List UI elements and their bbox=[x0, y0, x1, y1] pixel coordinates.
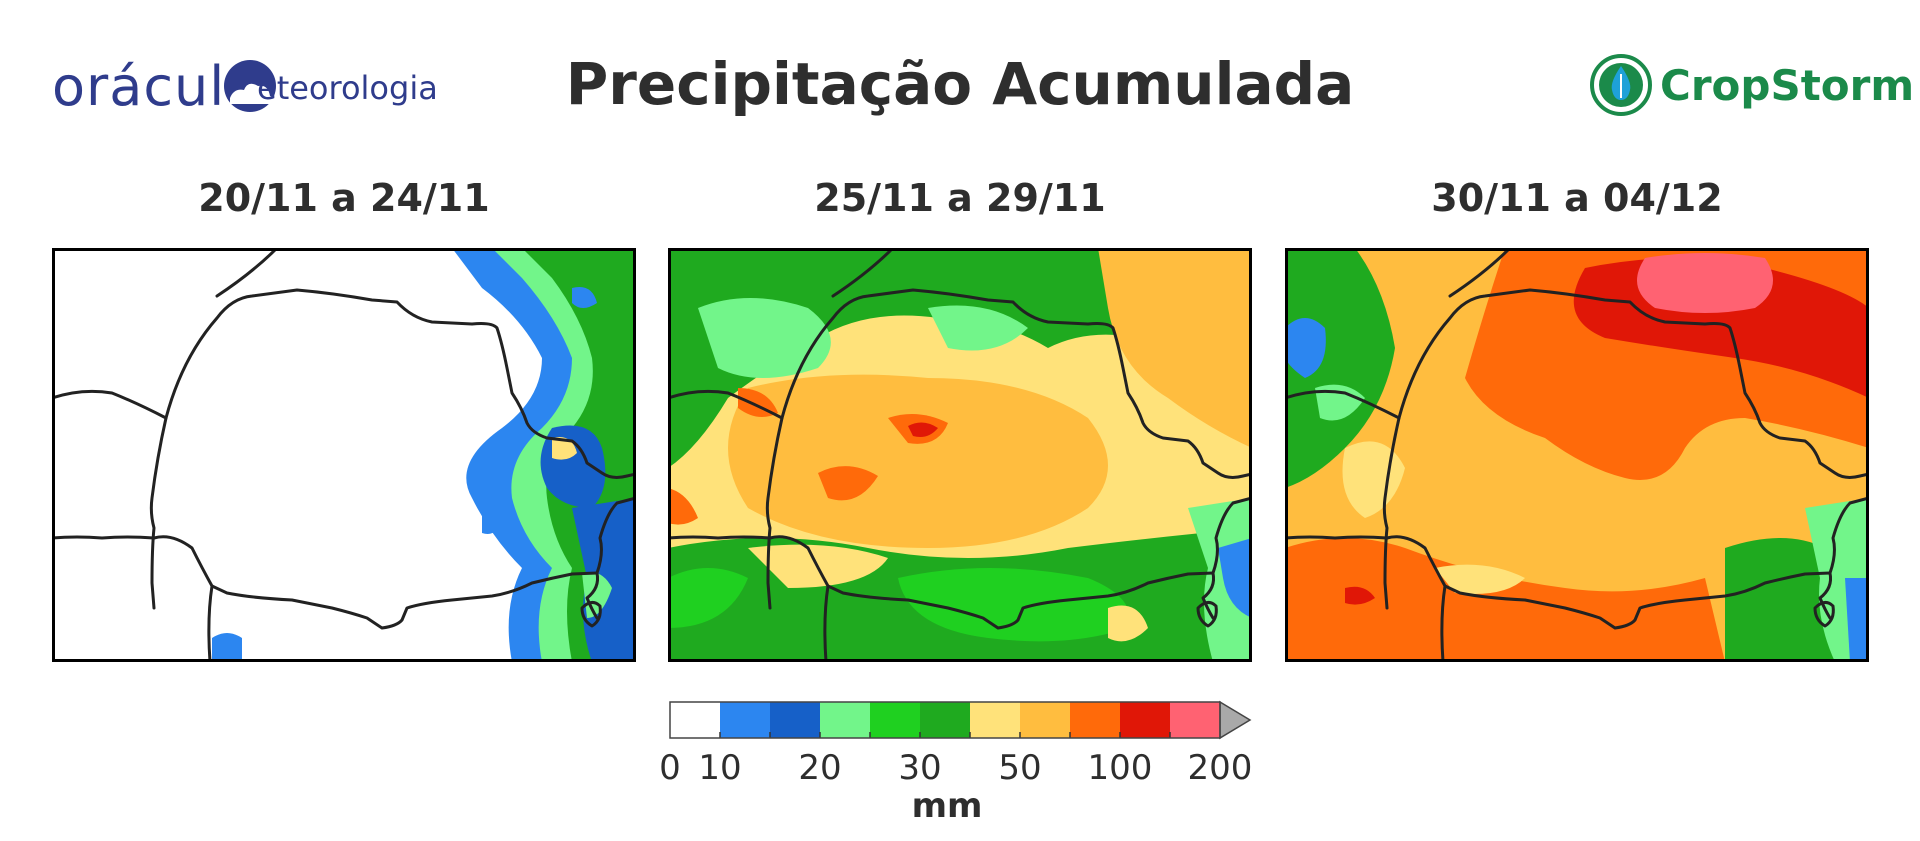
cropstorm-logo: CropStorm bbox=[1588, 52, 1914, 122]
panel-3-title: 30/11 a 04/12 bbox=[1431, 176, 1723, 220]
colorbar-segment bbox=[870, 702, 920, 738]
page-title: Precipitação Acumulada bbox=[565, 50, 1355, 118]
colorbar-scale bbox=[669, 700, 1252, 740]
drop-logo-icon bbox=[1590, 54, 1652, 116]
colorbar-segment bbox=[820, 702, 870, 738]
colorbar-segment bbox=[770, 702, 820, 738]
precip-map-3 bbox=[1285, 248, 1869, 662]
colorbar-segment bbox=[1070, 702, 1120, 738]
colorbar-tick-label: 10 bbox=[698, 748, 742, 788]
colorbar-legend: 0 10 20 30 50 100 200 mm bbox=[659, 698, 1268, 828]
colorbar-tick-label: 20 bbox=[798, 748, 842, 788]
colorbar-segment bbox=[1120, 702, 1170, 738]
colorbar-segment bbox=[970, 702, 1020, 738]
colorbar-segment bbox=[920, 702, 970, 738]
oraculo-logo: orácul eteorologia bbox=[52, 52, 472, 122]
colorbar-tick-label: 0 bbox=[659, 748, 681, 788]
colorbar-segment bbox=[1170, 702, 1220, 738]
colorbar-segment bbox=[1020, 702, 1070, 738]
precip-map-2 bbox=[668, 248, 1252, 662]
logo-meteorologia-text: eteorologia bbox=[257, 69, 438, 107]
colorbar-extend-arrow bbox=[1219, 700, 1252, 740]
panel-2-title: 25/11 a 29/11 bbox=[814, 176, 1106, 220]
precip-map-1 bbox=[52, 248, 636, 662]
logo-cropstorm-text: CropStorm bbox=[1660, 61, 1915, 110]
colorbar-segment bbox=[720, 702, 770, 738]
colorbar-segment bbox=[670, 702, 720, 738]
colorbar-tick-label: 100 bbox=[1087, 748, 1153, 788]
logo-oraculo-text: orácul bbox=[52, 55, 226, 118]
colorbar-tick-label: 30 bbox=[898, 748, 942, 788]
colorbar-tick-label: 50 bbox=[998, 748, 1042, 788]
panel-1-title: 20/11 a 24/11 bbox=[198, 176, 490, 220]
colorbar-frame bbox=[669, 701, 1221, 739]
cloud-logo-icon bbox=[224, 60, 276, 112]
colorbar-tick-label: 200 bbox=[1187, 748, 1253, 788]
colorbar-unit: mm bbox=[911, 786, 983, 826]
